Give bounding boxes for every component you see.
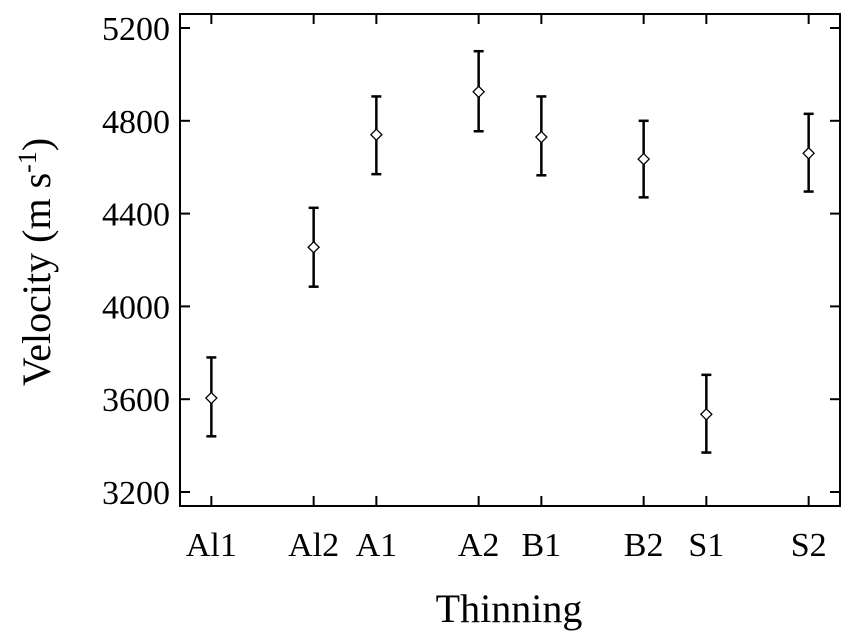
x-axis: Al1 Al2 A1 A2 B1 B2 S1 S2 bbox=[186, 14, 827, 564]
y-tick-label: 4400 bbox=[102, 197, 170, 234]
x-category-label: S1 bbox=[688, 527, 724, 564]
x-category-label: B1 bbox=[522, 527, 562, 564]
y-tick-label: 5200 bbox=[102, 11, 170, 48]
data-point bbox=[204, 356, 218, 438]
diamond-marker bbox=[369, 128, 383, 142]
x-category-label: Al1 bbox=[186, 527, 237, 564]
data-point bbox=[699, 373, 713, 454]
data-point bbox=[534, 95, 548, 177]
y-tick-label: 3600 bbox=[102, 382, 170, 419]
data-point bbox=[637, 119, 651, 199]
x-category-label: S2 bbox=[791, 527, 827, 564]
y-axis-title: Velocity (m s-1) bbox=[13, 138, 59, 386]
y-tick-label: 4800 bbox=[102, 104, 170, 141]
y-axis: 3200 3600 4000 4400 4800 5200 bbox=[102, 11, 840, 512]
x-category-label: A2 bbox=[458, 527, 500, 564]
diamond-marker bbox=[637, 152, 651, 166]
data-point bbox=[307, 206, 321, 288]
diamond-marker bbox=[307, 240, 321, 254]
x-category-label: Al2 bbox=[288, 527, 339, 564]
diamond-marker bbox=[699, 407, 713, 421]
data-point bbox=[802, 112, 816, 193]
y-tick-label: 3200 bbox=[102, 475, 170, 512]
data-point bbox=[472, 49, 486, 133]
data-point bbox=[369, 95, 383, 176]
diamond-marker bbox=[472, 85, 486, 99]
diamond-marker bbox=[534, 130, 548, 144]
diamond-marker bbox=[204, 391, 218, 405]
y-axis-title-superscript: -1 bbox=[13, 151, 42, 173]
data-points bbox=[204, 49, 816, 454]
x-category-label: A1 bbox=[356, 527, 398, 564]
diamond-marker bbox=[802, 146, 816, 160]
y-axis-title-main: Velocity (m s bbox=[14, 173, 59, 386]
x-axis-title: Thinning bbox=[436, 586, 583, 631]
x-category-label: B2 bbox=[624, 527, 664, 564]
y-tick-label: 4000 bbox=[102, 289, 170, 326]
plot-frame bbox=[179, 13, 841, 507]
y-axis-title-close: ) bbox=[14, 138, 59, 151]
